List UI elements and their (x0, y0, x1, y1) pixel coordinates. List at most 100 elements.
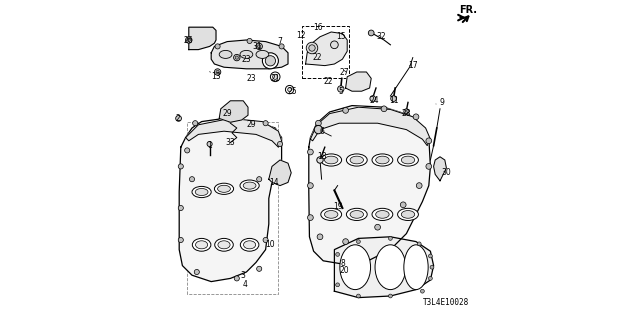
Ellipse shape (372, 208, 393, 220)
Text: 17: 17 (408, 61, 418, 70)
Circle shape (186, 37, 192, 43)
Text: 30: 30 (442, 168, 451, 177)
Circle shape (257, 266, 262, 271)
Text: 18: 18 (317, 152, 326, 161)
Text: 20: 20 (339, 266, 349, 275)
Text: 23: 23 (246, 74, 256, 83)
Text: 31: 31 (253, 42, 262, 51)
Text: 28: 28 (402, 109, 411, 118)
Circle shape (338, 86, 344, 92)
Polygon shape (189, 27, 216, 50)
Text: 3: 3 (241, 271, 246, 280)
Circle shape (417, 183, 422, 188)
Polygon shape (310, 107, 430, 146)
Text: FR.: FR. (460, 5, 477, 15)
Circle shape (234, 276, 239, 281)
Circle shape (178, 164, 184, 169)
Circle shape (309, 45, 315, 51)
Polygon shape (309, 106, 430, 264)
Ellipse shape (340, 245, 371, 290)
Ellipse shape (256, 51, 269, 59)
Circle shape (369, 30, 374, 36)
Polygon shape (179, 118, 282, 282)
Text: 15: 15 (336, 32, 346, 41)
Ellipse shape (196, 241, 207, 249)
Text: 14: 14 (269, 178, 278, 187)
Circle shape (215, 44, 220, 49)
Text: 25: 25 (288, 87, 298, 96)
Circle shape (390, 96, 397, 101)
Circle shape (214, 69, 221, 75)
Bar (302, 26, 349, 78)
Circle shape (356, 240, 360, 244)
Circle shape (207, 141, 212, 147)
Text: 8: 8 (340, 260, 345, 268)
Ellipse shape (321, 208, 342, 220)
Text: 24: 24 (369, 96, 380, 105)
Text: 9: 9 (439, 98, 444, 107)
Text: 7: 7 (278, 37, 282, 46)
Circle shape (404, 109, 409, 114)
Circle shape (388, 294, 392, 298)
Circle shape (188, 38, 191, 42)
Circle shape (236, 56, 239, 59)
Circle shape (429, 276, 433, 280)
Circle shape (426, 138, 432, 144)
Ellipse shape (372, 154, 393, 166)
Circle shape (317, 157, 323, 163)
Text: 27: 27 (339, 68, 349, 76)
Ellipse shape (243, 241, 256, 249)
Circle shape (184, 148, 189, 153)
Polygon shape (269, 160, 291, 186)
Ellipse shape (324, 156, 338, 164)
Ellipse shape (397, 208, 419, 220)
Ellipse shape (192, 238, 211, 251)
Circle shape (420, 289, 424, 293)
Circle shape (278, 141, 283, 147)
Ellipse shape (350, 156, 364, 164)
Ellipse shape (321, 154, 342, 166)
Ellipse shape (401, 156, 415, 164)
Ellipse shape (218, 241, 230, 249)
Text: 16: 16 (314, 23, 323, 32)
Circle shape (426, 164, 432, 169)
Circle shape (175, 116, 182, 121)
Text: 4: 4 (243, 280, 247, 289)
Text: 26: 26 (184, 36, 194, 44)
Ellipse shape (346, 208, 367, 220)
Circle shape (216, 70, 219, 74)
Circle shape (307, 149, 314, 155)
Circle shape (270, 72, 280, 82)
Ellipse shape (404, 245, 428, 290)
Circle shape (316, 120, 321, 126)
Circle shape (234, 54, 240, 61)
Circle shape (247, 38, 252, 44)
Circle shape (307, 215, 314, 220)
Circle shape (276, 164, 281, 169)
Text: 22: 22 (312, 53, 321, 62)
Text: 23: 23 (241, 55, 252, 64)
Circle shape (413, 114, 419, 120)
Circle shape (228, 117, 233, 123)
Ellipse shape (375, 245, 406, 290)
Ellipse shape (240, 51, 253, 59)
Circle shape (256, 43, 262, 50)
Circle shape (263, 237, 268, 243)
Ellipse shape (241, 238, 259, 251)
Text: 12: 12 (296, 31, 305, 40)
Text: 6: 6 (319, 127, 324, 136)
Circle shape (317, 234, 323, 240)
Polygon shape (334, 237, 434, 298)
Circle shape (417, 242, 421, 246)
Ellipse shape (240, 180, 259, 191)
Circle shape (257, 45, 261, 48)
Circle shape (343, 108, 349, 113)
Circle shape (429, 254, 433, 258)
Polygon shape (346, 72, 371, 91)
Text: 29: 29 (222, 109, 232, 118)
Polygon shape (211, 40, 288, 69)
Circle shape (273, 74, 278, 79)
Circle shape (307, 42, 317, 54)
Circle shape (178, 237, 184, 243)
Text: 2: 2 (175, 114, 180, 123)
